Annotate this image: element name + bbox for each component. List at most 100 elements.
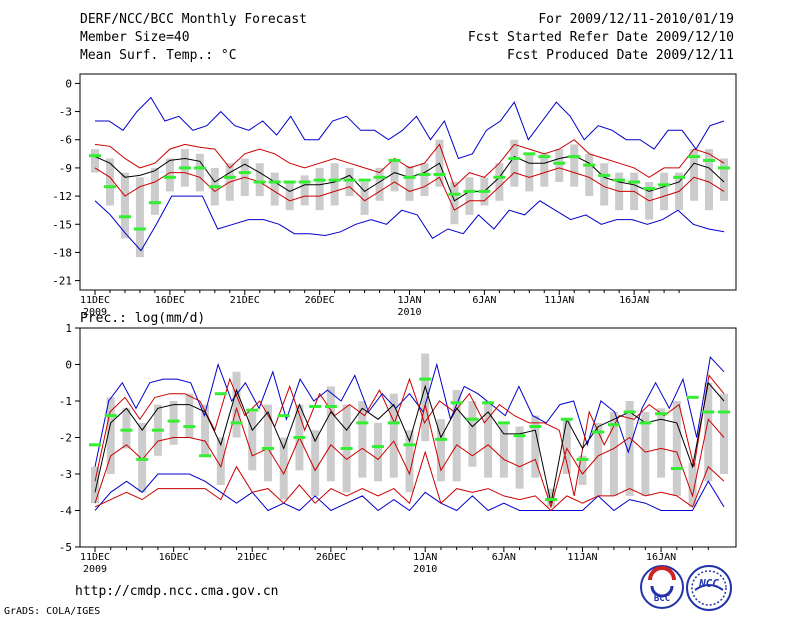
x-tick-label: 1JAN — [413, 552, 437, 563]
spread-box — [420, 163, 429, 197]
median-marker — [358, 178, 371, 182]
median-marker — [103, 185, 116, 189]
median-marker — [702, 410, 715, 414]
median-marker — [104, 414, 117, 418]
median-marker — [151, 428, 164, 432]
x-tick-label: 6JAN — [472, 295, 496, 306]
median-marker — [283, 180, 296, 184]
spread-box — [540, 153, 549, 187]
median-marker — [613, 178, 626, 182]
spread-box — [450, 182, 459, 225]
spread-box — [609, 411, 618, 496]
median-marker — [340, 446, 353, 450]
median-marker — [277, 414, 290, 418]
median-marker — [655, 412, 668, 416]
variable-label-bottom: Prec.: log(mm/d) — [80, 311, 205, 326]
spread-box — [270, 172, 279, 206]
x-tick-label: 21DEC — [230, 295, 260, 306]
median-marker — [343, 178, 356, 182]
y-tick-label: -5 — [59, 541, 72, 554]
y-tick-label: 0 — [65, 359, 72, 372]
x-tick-label: 11JAN — [567, 552, 597, 563]
median-marker — [493, 175, 506, 179]
spread-box — [705, 149, 714, 211]
median-marker — [703, 158, 716, 162]
median-marker — [545, 498, 558, 502]
spread-box — [515, 426, 524, 489]
spread-box — [201, 404, 210, 456]
median-marker — [403, 175, 416, 179]
spread-box — [255, 163, 264, 197]
member-size: Member Size=40 — [80, 30, 190, 45]
median-marker — [523, 152, 536, 156]
median-marker — [230, 421, 243, 425]
spread-box — [495, 163, 504, 201]
spread-box — [421, 353, 430, 442]
x-tick-label: 6JAN — [492, 552, 516, 563]
spread-box — [279, 437, 288, 500]
bcc-logo: BCC — [640, 565, 684, 609]
forecast-period: For 2009/12/11-2010/01/19 — [538, 12, 734, 27]
spread-box — [452, 390, 461, 482]
spread-box — [375, 167, 384, 201]
spread-box — [311, 430, 320, 496]
x-tick-label: 21DEC — [237, 552, 267, 563]
median-marker — [434, 437, 447, 441]
median-marker — [568, 155, 581, 159]
median-marker — [466, 417, 479, 421]
median-marker — [199, 454, 212, 458]
x-tick-label: 16DEC — [159, 552, 189, 563]
median-marker — [478, 189, 491, 193]
spread-box — [555, 149, 564, 182]
y-tick-label: -3 — [59, 106, 72, 119]
median-marker — [497, 421, 510, 425]
spread-box — [91, 466, 99, 504]
median-marker — [136, 457, 149, 461]
median-marker — [463, 189, 476, 193]
x-tick-label: 16JAN — [619, 295, 649, 306]
median-marker — [183, 425, 196, 429]
median-marker — [223, 175, 236, 179]
spread-box — [285, 182, 294, 211]
spread-box — [263, 404, 272, 482]
median-marker — [246, 408, 259, 412]
median-marker — [658, 183, 671, 187]
median-marker — [253, 180, 266, 184]
spread-box — [248, 411, 257, 471]
y-tick-label: -9 — [59, 162, 72, 175]
y-tick-label: -12 — [52, 190, 72, 203]
median-marker — [513, 434, 526, 438]
median-marker — [261, 446, 274, 450]
grads-credit: GrADS: COLA/IGES — [4, 606, 100, 617]
y-tick-label: -15 — [52, 218, 72, 231]
spread-box — [135, 177, 144, 258]
lower-std-line — [94, 404, 725, 509]
median-marker — [403, 443, 416, 447]
median-marker — [193, 166, 206, 170]
median-marker — [538, 155, 551, 159]
y-tick-label: -2 — [59, 432, 72, 445]
median-marker — [387, 421, 400, 425]
spread-box — [91, 149, 99, 173]
spread-box — [672, 401, 681, 496]
spread-box — [360, 182, 369, 215]
spread-box — [531, 415, 540, 478]
median-marker — [448, 192, 461, 196]
lower-std-line — [94, 167, 725, 211]
y-tick-label: -6 — [59, 134, 72, 147]
spread-box — [688, 463, 697, 507]
ensemble-mean-line — [94, 381, 725, 504]
median-marker — [373, 175, 386, 179]
median-marker — [628, 180, 641, 184]
footer-url[interactable]: http://cmdp.ncc.cma.gov.cn — [75, 584, 279, 599]
upper-std-line — [94, 139, 725, 188]
max-line — [95, 96, 725, 160]
bcc-logo-text: BCC — [654, 594, 670, 604]
spread-box — [330, 163, 339, 206]
median-marker — [450, 401, 463, 405]
median-marker — [214, 392, 227, 396]
spread-box — [468, 401, 477, 467]
year-label: 2010 — [413, 564, 437, 575]
median-marker — [592, 430, 605, 434]
median-marker — [356, 421, 369, 425]
